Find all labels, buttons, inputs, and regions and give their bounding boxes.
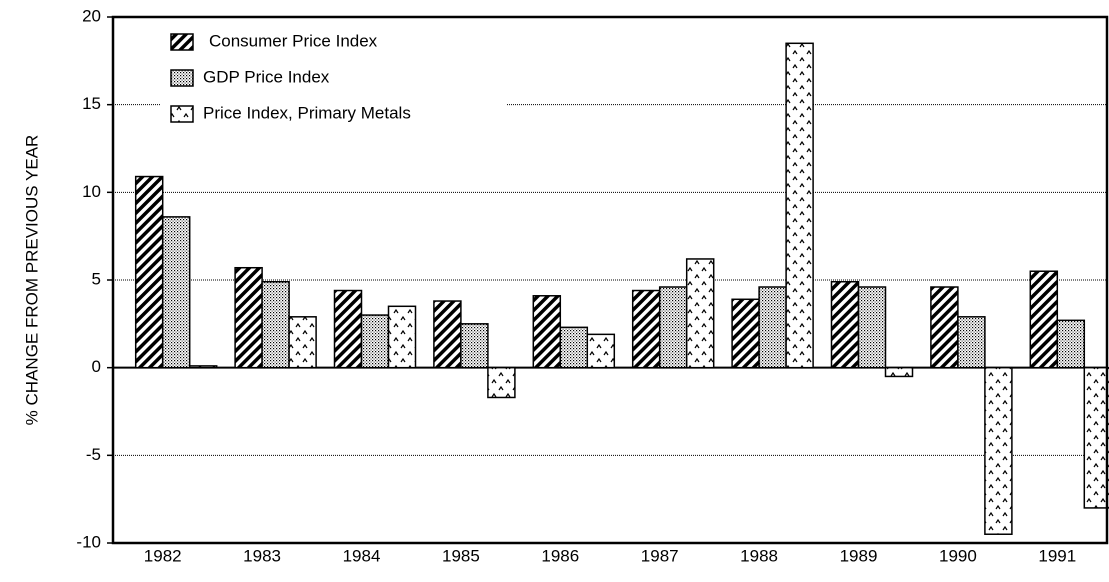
y-tick-label: 15: [82, 94, 101, 113]
y-tick-label: 5: [92, 269, 101, 288]
legend-background: [161, 26, 506, 136]
legend-swatch: [170, 33, 194, 51]
x-tick-label: 1984: [343, 546, 381, 565]
bar: [957, 316, 986, 369]
bar: [930, 286, 959, 369]
bar: [387, 305, 417, 369]
bar: [658, 286, 688, 369]
bar: [188, 365, 218, 369]
x-tick-label: 1985: [442, 546, 480, 565]
bar: [984, 366, 1013, 535]
bar: [261, 281, 290, 369]
bar: [333, 289, 363, 369]
x-tick-label: 1991: [1038, 546, 1076, 565]
bar: [758, 286, 787, 369]
bar: [134, 175, 164, 369]
legend-swatch: [170, 69, 194, 87]
y-tick-label: -10: [76, 532, 101, 551]
x-tick-label: 1987: [641, 546, 679, 565]
x-tick-label: 1989: [840, 546, 878, 565]
y-axis-label: % CHANGE FROM PREVIOUS YEAR: [22, 135, 41, 426]
plot-frame: [111, 15, 1109, 545]
bar: [857, 286, 887, 369]
x-tick-label: 1990: [939, 546, 977, 565]
bar: [234, 266, 263, 369]
legend-swatch: [170, 105, 194, 123]
y-tick-label: 10: [82, 182, 101, 201]
bar: [631, 289, 661, 369]
bar: [1029, 270, 1059, 369]
bar: [731, 298, 760, 369]
x-tick-label: 1988: [740, 546, 778, 565]
bar: [785, 42, 814, 369]
bar: [487, 366, 516, 399]
bar: [586, 333, 616, 369]
bar: [1083, 366, 1109, 509]
x-tick-label: 1982: [144, 546, 182, 565]
bar: [559, 326, 589, 369]
x-tick-label: 1983: [243, 546, 281, 565]
bar: [830, 281, 860, 369]
bar: [161, 216, 191, 369]
y-tick-label: -5: [86, 445, 101, 464]
bar: [288, 316, 317, 369]
x-tick-label: 1986: [541, 546, 579, 565]
y-tick-label: 20: [82, 6, 101, 25]
y-tick-label: 0: [92, 357, 101, 376]
bar: [884, 366, 914, 378]
bar: [433, 300, 462, 369]
bar: [360, 314, 390, 369]
legend-label: Price Index, Primary Metals: [203, 103, 411, 122]
bar: [460, 323, 489, 369]
bar: [532, 295, 562, 369]
legend-label: GDP Price Index: [203, 67, 330, 86]
legend-label: Consumer Price Index: [209, 31, 378, 50]
bar: [1056, 319, 1086, 369]
bar: [685, 258, 715, 369]
